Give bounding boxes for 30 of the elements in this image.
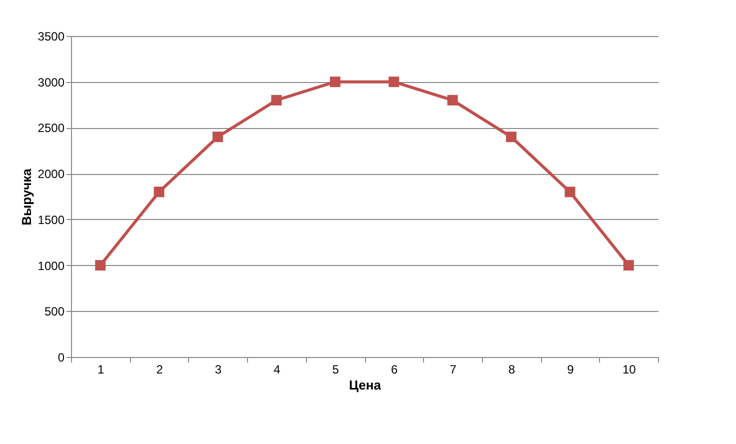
y-tick-label: 1500 — [38, 212, 65, 227]
y-tick-label: 500 — [44, 304, 65, 319]
x-tick-label: 1 — [98, 362, 105, 376]
y-tick-label: 2500 — [38, 121, 65, 136]
point — [447, 94, 458, 106]
x-tick-label: 7 — [450, 362, 457, 376]
point — [623, 260, 634, 271]
y-tick-label: 0 — [58, 350, 65, 364]
y-tick-label: 3500 — [38, 30, 65, 44]
x-tick-label: 5 — [332, 362, 340, 376]
y-tick-label: 3000 — [38, 75, 65, 90]
x-tick-label: 3 — [214, 362, 222, 376]
x-tick-label: 6 — [391, 362, 398, 376]
point — [388, 76, 400, 88]
point — [271, 94, 282, 106]
y-axis-title: Выручка — [18, 168, 34, 226]
x-tick-label: 8 — [508, 362, 516, 376]
point — [330, 76, 340, 88]
point — [95, 260, 106, 271]
x-tick-label: 2 — [156, 362, 164, 376]
point — [506, 132, 516, 142]
x-tick-label: 4 — [274, 362, 281, 376]
y-tick-label: 2000 — [38, 167, 65, 182]
point — [564, 186, 576, 198]
point — [212, 132, 223, 142]
x-tick-label: 10 — [622, 362, 636, 376]
point — [154, 186, 164, 198]
y-tick-label: 1000 — [38, 258, 65, 273]
x-tick-label: 9 — [567, 362, 574, 376]
x-axis-title: Цена — [349, 378, 382, 392]
